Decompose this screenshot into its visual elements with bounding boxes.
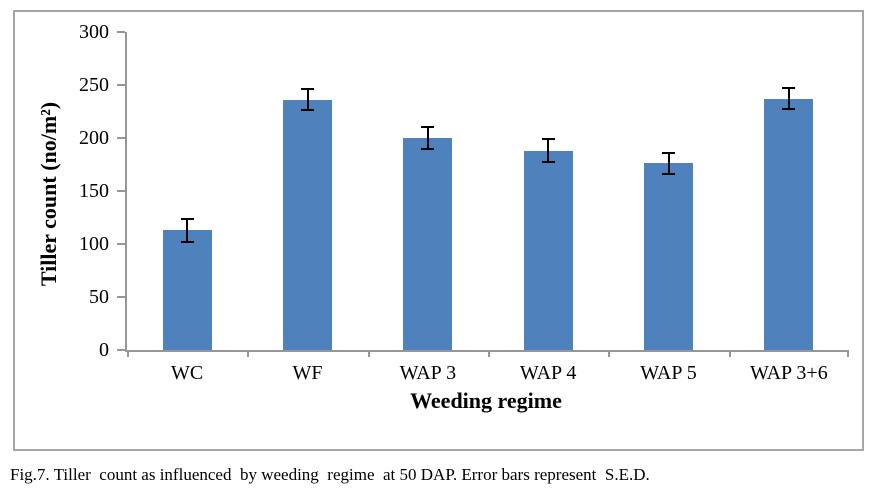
error-bar-cap — [541, 161, 555, 164]
x-category-label: WAP 4 — [519, 362, 577, 384]
y-tick-label: 100 — [79, 233, 109, 255]
error-bar-cap — [662, 173, 675, 176]
y-axis-tick — [117, 31, 125, 33]
y-tick-label: 0 — [99, 339, 109, 361]
x-category-label: WF — [292, 362, 323, 384]
error-bar — [547, 139, 550, 163]
error-bar-cap — [782, 108, 796, 111]
y-tick-label: 200 — [79, 127, 109, 149]
x-axis-tick — [728, 350, 731, 357]
error-bar-cap — [421, 147, 435, 150]
bar-WC — [162, 230, 212, 350]
x-category-label: WAP 3+6 — [749, 362, 828, 384]
y-axis-tick — [117, 296, 125, 298]
x-axis-tick — [367, 350, 370, 357]
bar-WAP-3 — [403, 138, 453, 350]
x-category-label: WAP 3 — [399, 362, 457, 384]
x-axis-tick — [608, 350, 611, 357]
chart-area: Tiller count (no/m²) 0 50 100 150 200 250 300 W… — [13, 10, 864, 451]
y-tick-label: 300 — [79, 21, 109, 43]
x-axis-title: Weeding regime — [410, 388, 562, 413]
error-bar — [667, 152, 670, 175]
error-bar-cap — [180, 217, 194, 220]
x-axis-tick — [247, 350, 250, 357]
x-axis-tick — [847, 350, 849, 357]
x-axis-tick — [488, 350, 490, 357]
y-tick-label: 250 — [79, 74, 109, 96]
y-tick-label: 50 — [89, 286, 109, 308]
y-axis-tick — [117, 137, 125, 139]
y-axis-tick — [117, 84, 125, 86]
error-bar-cap — [421, 126, 435, 129]
error-bar-cap — [541, 138, 555, 141]
error-bar-cap — [782, 87, 796, 90]
error-bar-cap — [662, 151, 675, 154]
y-tick-label: 150 — [79, 180, 109, 202]
bar-WF — [283, 99, 332, 350]
y-axis-tick — [117, 190, 125, 192]
bar-WAP-3+6 — [764, 98, 814, 350]
error-bar — [306, 89, 309, 111]
y-axis-tick — [117, 349, 125, 351]
bar-WAP-5 — [644, 163, 693, 350]
x-category-label: WAP 5 — [640, 362, 697, 384]
error-bar — [186, 218, 189, 242]
x-axis-tick — [127, 350, 129, 357]
error-bar-cap — [301, 88, 314, 91]
error-bar-cap — [301, 109, 314, 112]
figure-caption: Fig.7. Tiller count as influenced by wee… — [10, 465, 650, 484]
error-bar — [426, 127, 429, 149]
error-bar — [787, 88, 790, 110]
bar-WAP-4 — [523, 150, 573, 350]
plot-area: 0 50 100 150 200 250 300 WC WF WAP 3 WAP 4 WAP 5 WAP… — [79, 21, 849, 384]
y-axis-tick — [117, 243, 125, 245]
error-bar-cap — [180, 240, 194, 243]
x-category-label: WC — [171, 362, 204, 384]
